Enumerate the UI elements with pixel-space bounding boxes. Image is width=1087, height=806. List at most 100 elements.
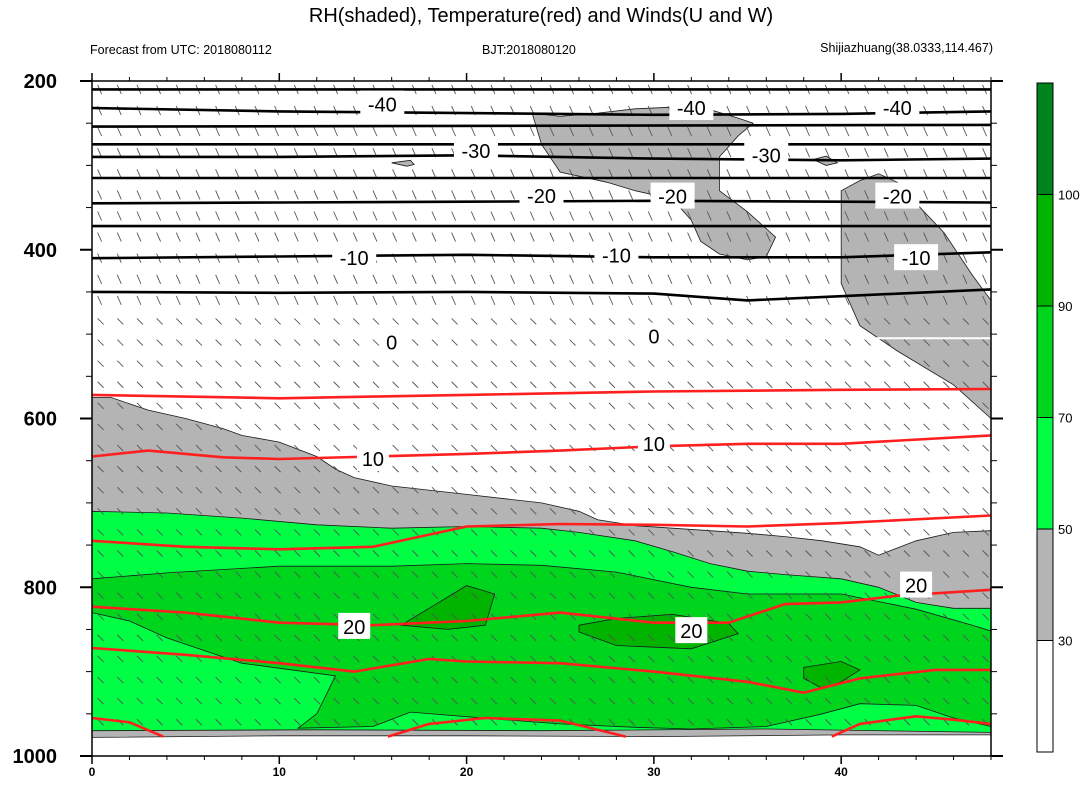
wind-barb: [333, 318, 340, 325]
wind-barb: [962, 253, 968, 263]
wind-barb: [175, 274, 181, 284]
wind-barb: [903, 381, 911, 389]
wind-barb: [883, 126, 889, 137]
wind-barb: [805, 318, 812, 325]
wind-barb: [726, 655, 734, 663]
wind-barb: [923, 634, 930, 642]
wind-barb: [451, 592, 458, 600]
wind-barb: [805, 655, 812, 663]
wind-barb: [313, 634, 321, 642]
wind-barb: [805, 339, 812, 346]
wind-barb: [215, 571, 222, 578]
wind-barb: [844, 613, 852, 621]
wind-barb: [805, 274, 810, 284]
wind-barb: [451, 381, 458, 389]
wind-barb: [215, 465, 222, 473]
colorbar-segment: [1036, 194, 1054, 307]
wind-barb: [254, 592, 262, 600]
wind-barb: [706, 274, 712, 284]
wind-barb: [628, 232, 634, 242]
wind-barb: [706, 402, 714, 410]
wind-barb: [805, 613, 812, 621]
wind-barb: [136, 550, 144, 557]
wind-barb: [706, 634, 714, 642]
wind-barb: [254, 318, 262, 325]
wind-barb: [313, 339, 321, 346]
wind-barb: [313, 655, 321, 663]
wind-barb: [392, 718, 399, 726]
wind-barb: [706, 381, 714, 389]
wind-barb: [529, 655, 537, 663]
wind-barb: [116, 274, 122, 284]
wind-barb: [352, 381, 360, 389]
wind-barb: [116, 486, 124, 494]
wind-barb: [156, 550, 163, 557]
wind-barb: [785, 318, 793, 325]
temperature-contours: [92, 88, 991, 738]
wind-barb: [549, 211, 555, 221]
wind-barb: [726, 211, 732, 221]
wind-barb: [234, 381, 242, 389]
colorbar-tick-label: 70: [1058, 411, 1072, 426]
rh-region-30: [840, 173, 991, 420]
wind-barb: [726, 465, 734, 473]
wind-barb: [215, 697, 222, 705]
plot-area: -40 -40 -40 -30 -30 -20 -20 -20 -10 -10 -10 0 0 10 10 2…: [13, 71, 1003, 779]
contour-label-box: [332, 244, 377, 271]
wind-barb: [293, 360, 301, 367]
wind-barb: [923, 613, 930, 621]
wind-barb: [293, 465, 301, 473]
wind-barb: [490, 211, 496, 221]
wind-barb: [215, 550, 222, 557]
wind-barb: [97, 318, 104, 325]
wind-barb: [765, 444, 773, 452]
wind-barb: [864, 253, 869, 263]
wind-barb: [490, 718, 498, 726]
wind-barb: [215, 529, 222, 536]
wind-barb: [667, 381, 675, 389]
wind-barb: [962, 232, 968, 242]
wind-barb: [864, 360, 871, 367]
wind-barb: [411, 360, 419, 367]
wind-barb: [982, 697, 989, 705]
wind-barb: [431, 211, 437, 221]
wind-barb: [942, 211, 948, 221]
wind-barb: [588, 318, 596, 325]
wind-barb: [136, 211, 142, 221]
wind-barb: [156, 718, 163, 726]
wind-barb: [883, 550, 891, 557]
wind-barb: [451, 211, 457, 221]
wind-barb: [588, 571, 596, 578]
wind-barb: [293, 274, 299, 284]
contour-label: -40: [368, 95, 397, 117]
colorbar-tick-label: 30: [1058, 634, 1072, 649]
wind-barb: [687, 465, 694, 473]
wind-barb: [136, 486, 144, 494]
contour-label: -40: [677, 98, 706, 120]
wind-barb: [234, 190, 240, 200]
wind-barb: [293, 486, 301, 494]
wind-barb: [97, 339, 104, 346]
wind-barb: [175, 550, 183, 557]
wind-barb: [706, 232, 712, 242]
temperature-contour-20: [387, 716, 627, 738]
wind-barb: [647, 126, 653, 137]
wind-barb: [293, 295, 299, 306]
wind-barb: [569, 126, 575, 137]
wind-barb: [490, 126, 496, 137]
wind-barb: [156, 444, 163, 452]
wind-barb: [667, 676, 675, 684]
wind-barb: [706, 571, 714, 578]
wind-barb: [844, 634, 852, 642]
wind-barb: [667, 465, 675, 473]
wind-barb: [647, 295, 653, 306]
wind-barb: [195, 507, 203, 515]
wind-barb: [156, 318, 163, 325]
wind-barb: [136, 423, 144, 431]
wind-barb: [431, 339, 439, 346]
wind-barb: [490, 592, 498, 600]
wind-barb: [175, 381, 183, 389]
wind-barb: [529, 274, 535, 284]
wind-barb: [588, 676, 596, 684]
wind-barb: [608, 465, 616, 473]
